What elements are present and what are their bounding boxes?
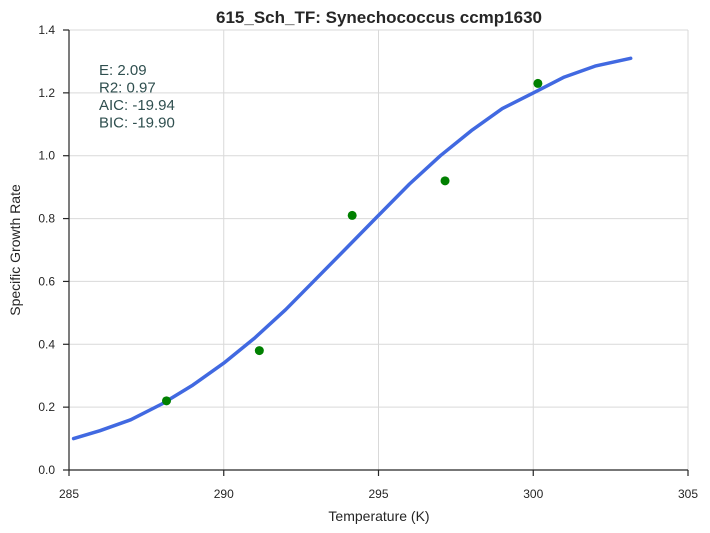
data-point — [161, 396, 171, 406]
stat-line: BIC: -19.90 — [99, 115, 175, 132]
stat-line: E: 2.09 — [99, 62, 147, 79]
data-point — [440, 176, 450, 186]
x-ticks: 285 290 295 300 305 — [59, 470, 698, 501]
y-axis-label: Specific Growth Rate — [7, 184, 23, 316]
fit-curve — [71, 56, 633, 441]
x-axis-label: Temperature (K) — [328, 508, 429, 524]
stat-line: AIC: -19.94 — [99, 97, 175, 114]
x-tick-label: 300 — [523, 487, 543, 501]
x-tick-label: 295 — [368, 487, 388, 501]
y-tick-label: 0.4 — [38, 337, 55, 351]
y-tick-label: 0.2 — [38, 400, 55, 414]
y-tick-label: 0.0 — [38, 463, 55, 477]
data-points — [161, 78, 543, 406]
chart-title: 615_Sch_TF: Synechococcus ccmp1630 — [216, 8, 542, 27]
x-tick-label: 290 — [214, 487, 234, 501]
x-tick-label: 285 — [59, 487, 79, 501]
y-ticks: 0.0 0.2 0.4 0.6 0.8 1.0 1.2 1.4 — [38, 23, 69, 477]
y-tick-label: 0.6 — [38, 274, 55, 288]
y-tick-label: 1.0 — [38, 149, 55, 163]
x-tick-label: 305 — [678, 487, 698, 501]
y-tick-label: 1.4 — [38, 23, 55, 37]
data-point — [254, 346, 264, 356]
data-point — [533, 78, 543, 88]
y-tick-label: 1.2 — [38, 86, 55, 100]
y-tick-label: 0.8 — [38, 212, 55, 226]
stat-line: R2: 0.97 — [99, 80, 156, 97]
data-point — [347, 210, 357, 220]
fit-curve-group — [71, 56, 633, 441]
